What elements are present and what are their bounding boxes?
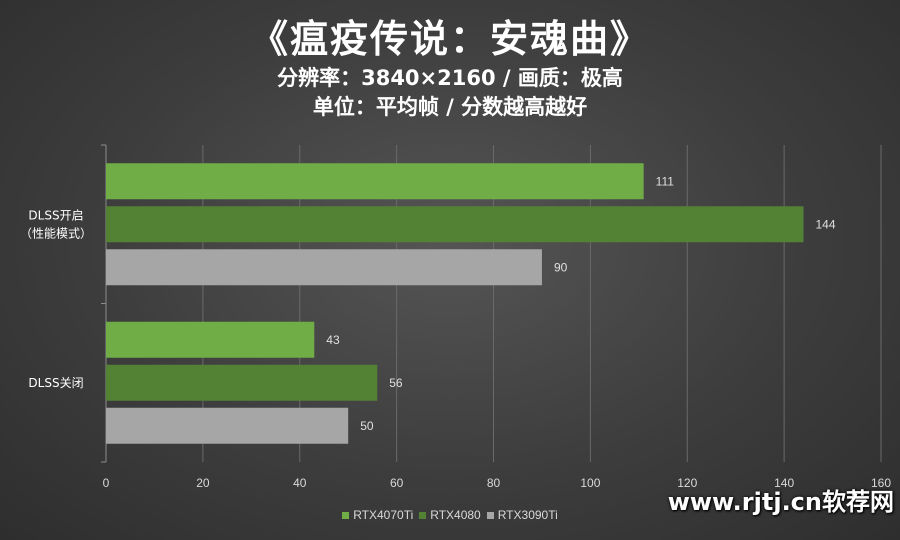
legend-label: RTX3090Ti (497, 508, 558, 522)
category-label: DLSS关闭 (28, 376, 83, 390)
chart-legend: RTX4070Ti RTX4080 RTX3090Ti (0, 508, 900, 522)
data-label: 111 (656, 174, 675, 188)
chart-subtitle-resolution: 分辨率：3840×2160 / 画质：极高 (277, 66, 623, 90)
bar-rtx4080 (106, 364, 378, 401)
legend-item: RTX4080 (419, 508, 481, 522)
bar-rtx4070ti (106, 163, 644, 200)
x-tick-label: 20 (196, 476, 210, 490)
legend-swatch (342, 512, 350, 520)
x-tick-label: 100 (580, 476, 600, 490)
legend-swatch (419, 512, 427, 520)
x-tick-label: 80 (487, 476, 501, 490)
bar-rtx4070ti (106, 321, 315, 358)
legend-item: RTX4070Ti (342, 508, 413, 522)
bar-rtx3090ti (106, 249, 542, 286)
x-tick-label: 40 (293, 476, 307, 490)
x-tick-label: 0 (103, 476, 110, 490)
legend-swatch (486, 512, 494, 520)
chart-title: 《瘟疫传说：安魂曲》 (249, 16, 650, 61)
legend-label: RTX4080 (430, 508, 481, 522)
x-tick-label: 140 (774, 476, 794, 490)
data-label: 144 (816, 217, 836, 231)
bar-rtx3090ti (106, 407, 349, 444)
data-label: 56 (389, 376, 403, 390)
x-tick-label: 120 (677, 476, 697, 490)
data-label: 43 (326, 333, 340, 347)
x-tick-label: 60 (390, 476, 404, 490)
data-label: 90 (554, 260, 568, 274)
legend-item: RTX3090Ti (486, 508, 558, 522)
category-label: DLSS开启（性能模式） (20, 208, 92, 240)
bar-rtx4080 (106, 206, 804, 243)
data-label: 50 (360, 419, 374, 433)
watermark: www.rjtj.cn软荐网 (667, 488, 894, 516)
legend-label: RTX4070Ti (353, 508, 414, 522)
chart-subtitle-unit: 单位：平均帧 / 分数越高越好 (312, 95, 588, 119)
x-tick-label: 160 (871, 476, 891, 490)
